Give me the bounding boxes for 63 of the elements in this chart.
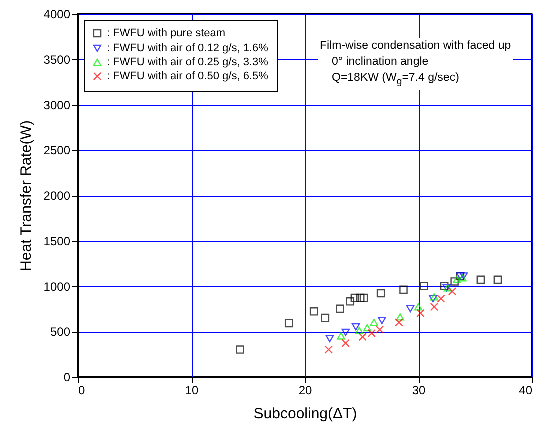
annotation: Q=18KW (W$_{g}$=7.4 g/sec) xyxy=(331,71,460,90)
y-tick-label: 3000 xyxy=(44,98,71,112)
point xyxy=(452,276,462,284)
point xyxy=(440,282,449,290)
point xyxy=(450,278,459,286)
point xyxy=(430,302,439,312)
point xyxy=(350,294,360,302)
legend-label: : FWFU with pure steam xyxy=(107,28,226,40)
point xyxy=(400,286,408,294)
point xyxy=(342,328,350,336)
point xyxy=(406,305,415,313)
point xyxy=(358,332,368,342)
y-tick-label: 0 xyxy=(64,370,71,384)
y-tick-label: 4000 xyxy=(44,8,71,22)
point xyxy=(370,318,378,326)
legend-label: : FWFU with air of 0.50 g/s, 6.5% xyxy=(107,70,269,82)
x-tick-label: 30 xyxy=(412,384,426,398)
point xyxy=(476,276,486,284)
point xyxy=(437,294,446,304)
point xyxy=(396,313,404,321)
point xyxy=(363,324,372,332)
point xyxy=(416,309,425,318)
point xyxy=(355,327,364,334)
point xyxy=(321,314,330,322)
annotation: 0° inclination angle xyxy=(331,55,430,70)
point xyxy=(337,332,346,340)
point xyxy=(448,288,457,296)
y-tick-label: 3500 xyxy=(44,52,71,67)
point xyxy=(336,304,344,314)
point xyxy=(414,303,423,311)
point xyxy=(356,294,365,302)
point xyxy=(378,317,386,324)
legend-label: : FWFU with air of 0.12 g/s, 1.6% xyxy=(107,42,269,54)
point xyxy=(236,346,244,354)
legend-label: : FWFU with air of 0.25 g/s, 3.3% xyxy=(107,56,269,68)
point xyxy=(420,282,428,290)
y-tick-label: 1500 xyxy=(44,234,71,248)
y-tick-label: 1000 xyxy=(44,280,71,294)
point xyxy=(494,276,502,284)
point xyxy=(310,308,318,316)
y-axis-title: Heat Transfer Rate(W) xyxy=(18,120,35,272)
annotation: Film-wise condensation with faced up xyxy=(320,39,512,54)
x-tick-label: 10 xyxy=(185,384,199,398)
point xyxy=(395,318,404,327)
point xyxy=(324,346,333,354)
point xyxy=(342,339,350,348)
point xyxy=(360,294,368,302)
point xyxy=(284,319,294,328)
point xyxy=(368,329,376,338)
x-tick-label: 40 xyxy=(519,384,533,398)
y-tick-label: 2500 xyxy=(44,144,71,158)
x-tick-label: 0 xyxy=(78,384,86,398)
point xyxy=(352,323,360,331)
y-tick-label: 500 xyxy=(50,325,71,340)
point xyxy=(429,295,438,303)
y-tick-label: 2000 xyxy=(44,189,71,203)
point xyxy=(430,293,439,301)
point xyxy=(376,326,384,334)
point xyxy=(326,335,334,343)
x-tick-label: 20 xyxy=(298,384,312,398)
point xyxy=(376,289,386,298)
x-axis-title: Subcooling(ΔT) xyxy=(254,406,358,422)
point xyxy=(346,298,355,306)
